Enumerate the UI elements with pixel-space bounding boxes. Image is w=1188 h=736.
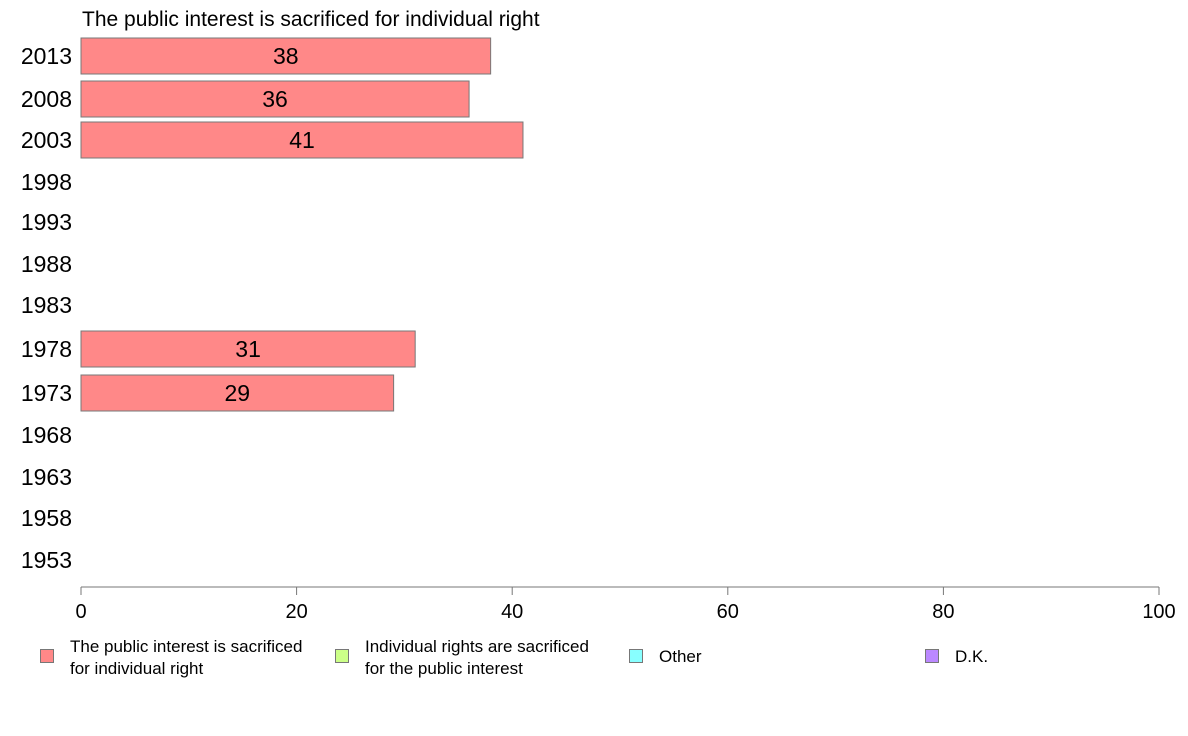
legend-swatch [40,649,54,663]
y-tick-label: 2013 [21,43,72,69]
bar [80,80,470,118]
y-tick-label: 1958 [21,505,72,531]
y-tick-label: 1953 [21,547,72,573]
x-tick-label: 0 [75,601,86,623]
x-tick-label: 40 [501,601,523,623]
y-tick-label: 1968 [21,422,72,448]
legend-label: Other [659,647,702,666]
y-tick-label: 2003 [21,127,72,153]
y-tick-label: 1978 [21,336,72,362]
y-tick-label: 1993 [21,209,72,235]
legend-swatch [335,649,349,663]
x-tick-label: 60 [717,601,739,623]
bar-value-label: 41 [289,127,315,153]
x-tick-label: 100 [1142,601,1175,623]
y-tick-label: 1998 [21,169,72,195]
legend-label: Individual rights are sacrificed for the… [365,637,589,678]
legend-swatch [629,649,643,663]
bar [80,330,416,368]
x-tick-label: 80 [932,601,954,623]
bar [80,37,492,75]
y-axis-labels: 2013 2008 2003 1998 1993 1988 1983 1978 1973 1968… [21,43,72,573]
legend: The public interest is sacrificed for in… [0,636,1188,696]
legend-item: The public interest is sacrificed for in… [40,636,302,680]
y-tick-label: 2008 [21,86,72,112]
y-tick-label: 1988 [21,251,72,277]
y-tick-label: 1963 [21,464,72,490]
bar [80,374,395,412]
legend-item: D.K. [925,636,988,668]
bar-value-label: 36 [262,86,288,112]
bar-value-label: 31 [235,336,261,362]
legend-swatch [925,649,939,663]
y-tick-label: 1973 [21,380,72,406]
bar-value-label: 29 [225,380,251,406]
legend-label: The public interest is sacrificed for in… [70,637,303,678]
legend-item: Individual rights are sacrificed for the… [335,636,589,680]
bar [80,121,524,159]
legend-item: Other [629,636,702,668]
chart-title: The public interest is sacrificed for in… [82,8,540,31]
x-axis: 0 20 40 60 80 100 [75,586,1176,623]
x-tick-label: 20 [285,601,307,623]
bar-value-label: 38 [273,43,299,69]
y-tick-label: 1983 [21,292,72,318]
legend-label: D.K. [955,647,989,666]
